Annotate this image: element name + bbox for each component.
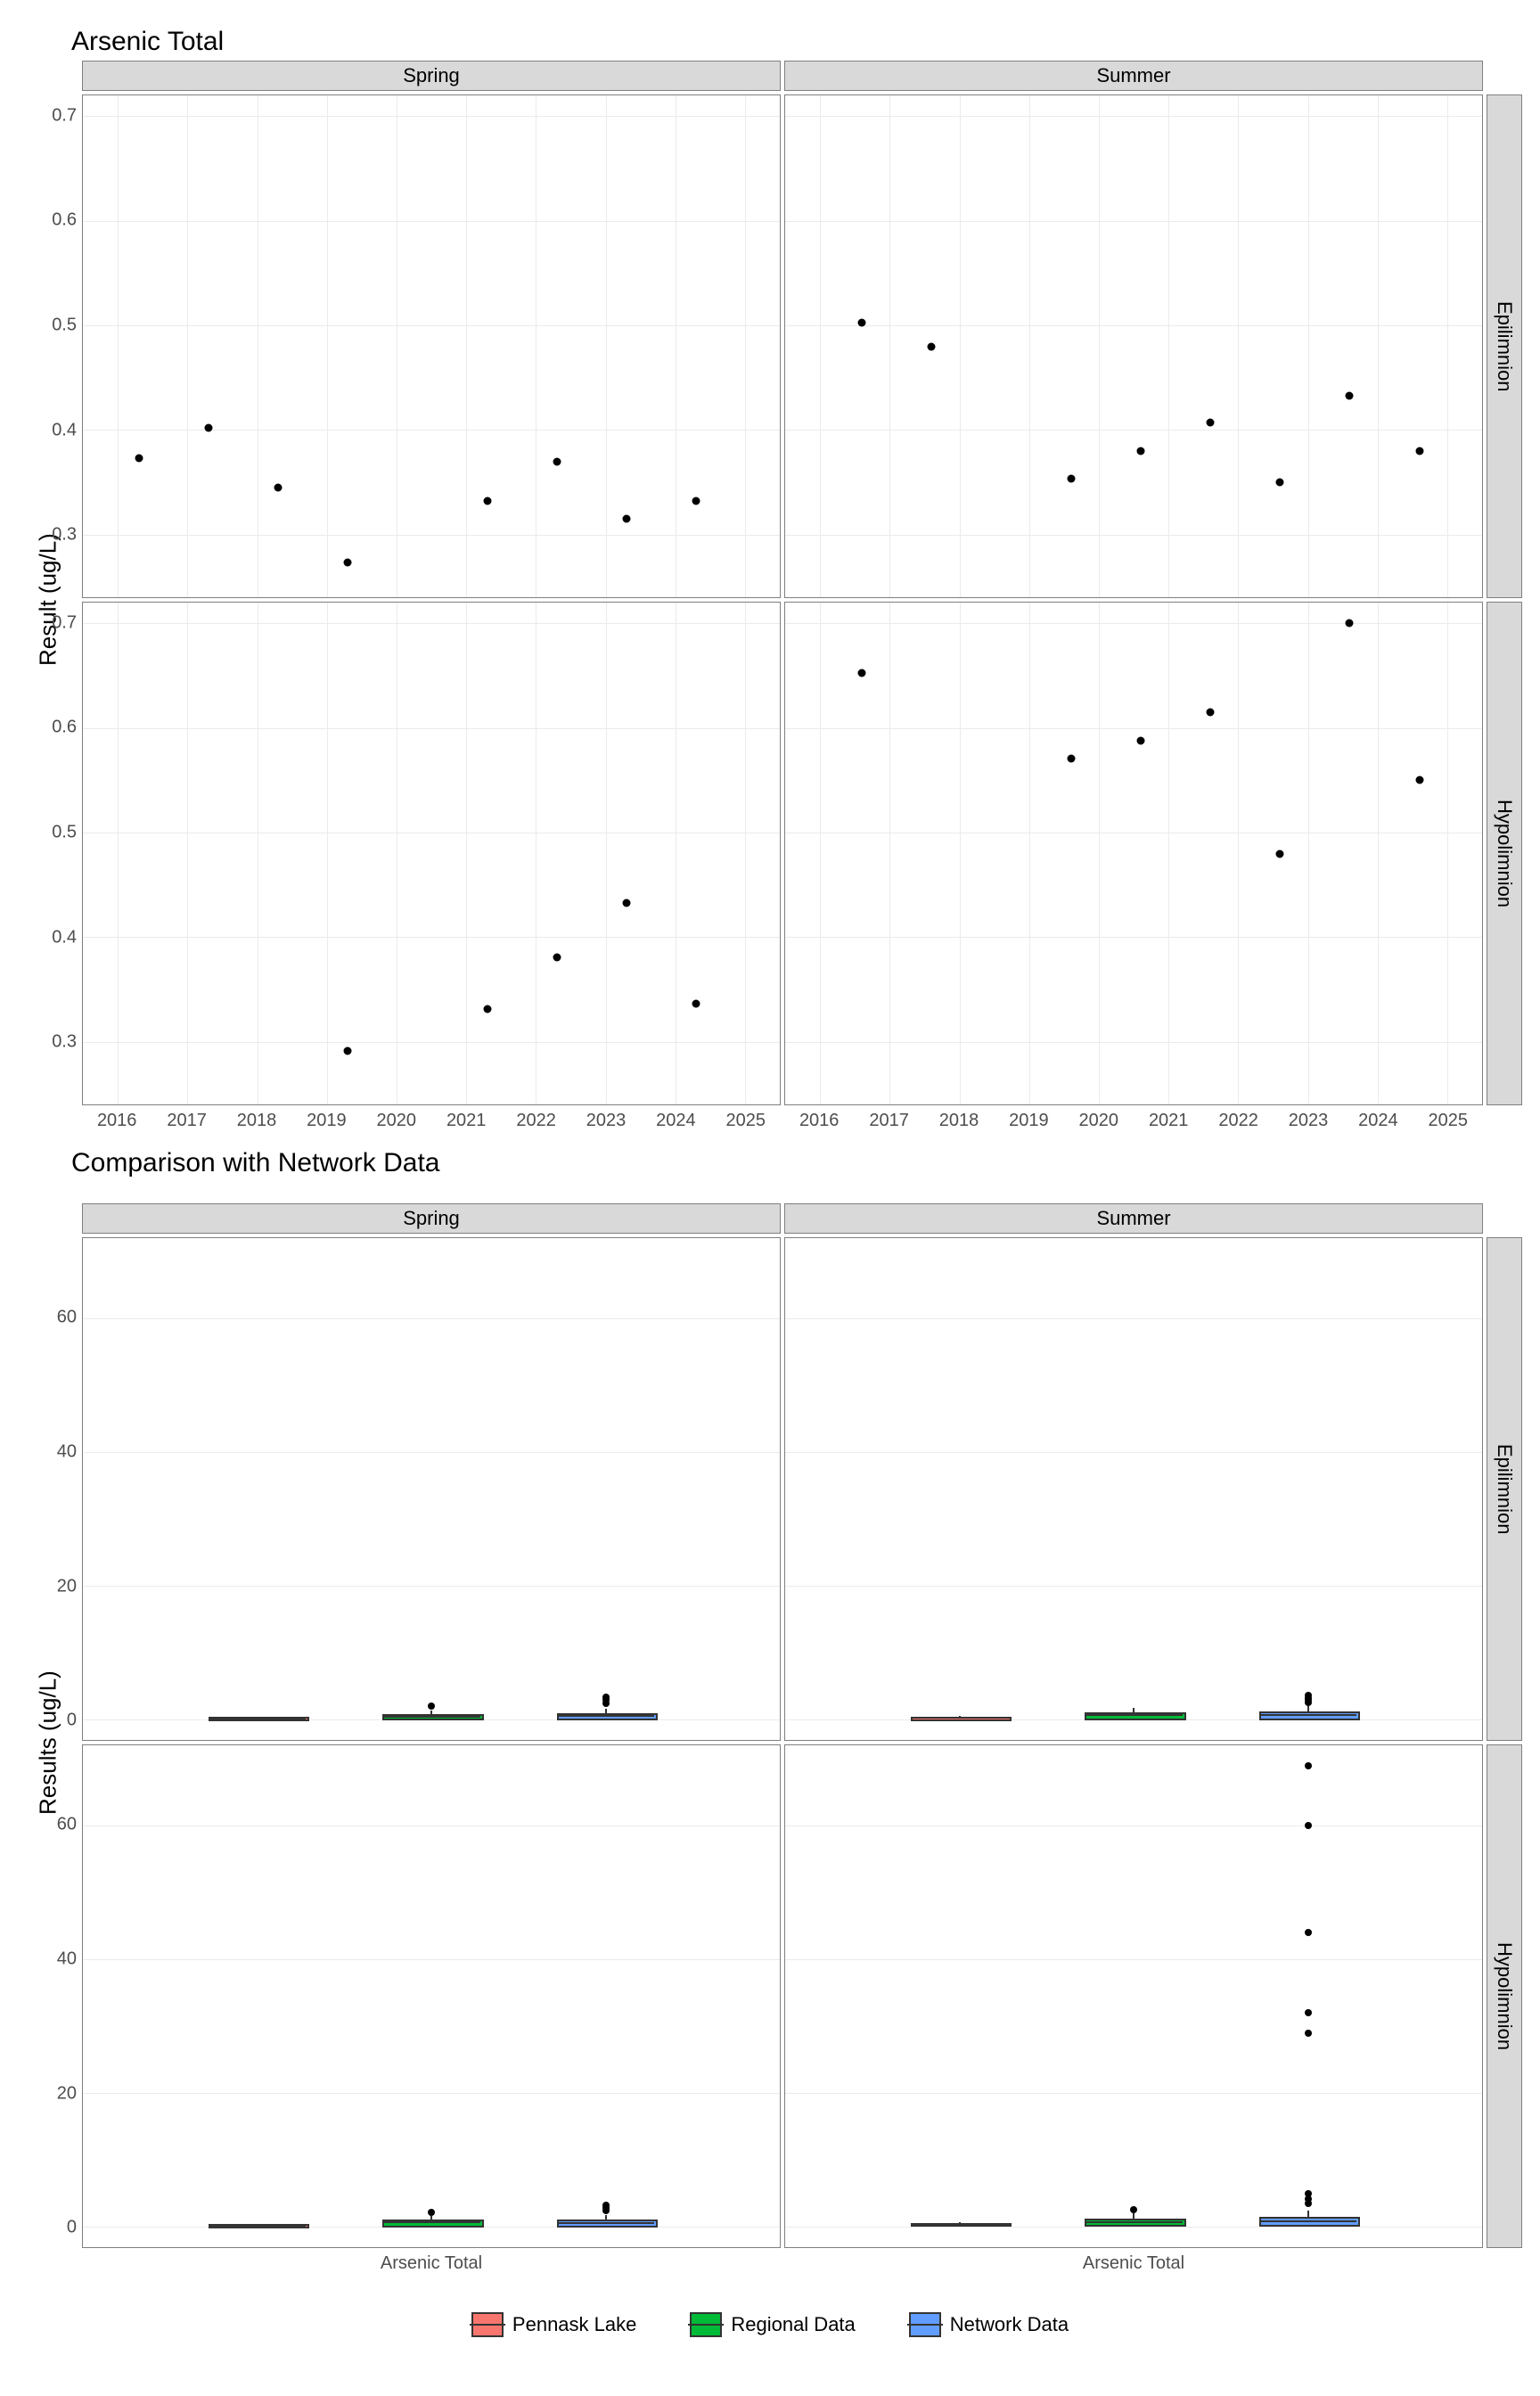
bottom-chart-title: Comparison with Network Data bbox=[71, 1148, 1522, 1178]
outlier-point bbox=[1305, 2190, 1312, 2197]
outlier-point bbox=[1305, 1692, 1312, 1699]
data-point bbox=[135, 455, 143, 463]
legend-item: Pennask Lake bbox=[471, 2312, 636, 2337]
panel-summer-epi bbox=[784, 94, 1483, 598]
data-point bbox=[858, 669, 866, 677]
outlier-point bbox=[1305, 1762, 1312, 1769]
data-point bbox=[1276, 478, 1284, 486]
data-point bbox=[344, 1047, 352, 1055]
outlier-point bbox=[428, 1703, 435, 1710]
data-point bbox=[1346, 391, 1354, 399]
bot-xticks-left: Arsenic Total bbox=[82, 2252, 781, 2278]
outlier-point bbox=[602, 1694, 610, 1701]
legend-label: Pennask Lake bbox=[512, 2313, 636, 2336]
data-point bbox=[1415, 447, 1423, 455]
bpanel-summer-hypo bbox=[784, 1744, 1483, 2248]
data-point bbox=[692, 1000, 700, 1008]
outlier-point bbox=[1305, 1822, 1312, 1829]
legend: Pennask Lake Regional Data Network Data bbox=[18, 2312, 1522, 2337]
brow-header-epi: Epilimnion bbox=[1487, 1237, 1522, 1741]
data-point bbox=[928, 342, 936, 350]
data-point bbox=[622, 898, 630, 907]
legend-item: Network Data bbox=[909, 2312, 1069, 2337]
bpanel-spring-epi bbox=[82, 1237, 781, 1741]
top-chart-title: Arsenic Total bbox=[71, 27, 1522, 57]
bot-xticks-right: Arsenic Total bbox=[784, 2252, 1483, 2278]
legend-label: Network Data bbox=[950, 2313, 1069, 2336]
data-point bbox=[1276, 849, 1284, 857]
data-point bbox=[553, 457, 561, 465]
data-point bbox=[483, 1005, 491, 1013]
bcol-header-summer: Summer bbox=[784, 1203, 1483, 1234]
data-point bbox=[483, 497, 491, 505]
data-point bbox=[553, 953, 561, 961]
outlier-point bbox=[602, 2202, 610, 2209]
panel-spring-epi bbox=[82, 94, 781, 598]
data-point bbox=[858, 318, 866, 326]
row-header-epi: Epilimnion bbox=[1487, 94, 1522, 598]
data-point bbox=[1415, 776, 1423, 784]
panel-summer-hypo bbox=[784, 602, 1483, 1105]
legend-label: Regional Data bbox=[731, 2313, 855, 2336]
data-point bbox=[622, 515, 630, 523]
data-point bbox=[692, 497, 700, 505]
outlier-point bbox=[1130, 2206, 1137, 2213]
brow-header-hypo: Hypolimnion bbox=[1487, 1744, 1522, 2248]
data-point bbox=[1136, 736, 1144, 744]
data-point bbox=[1207, 419, 1215, 427]
bcol-header-spring: Spring bbox=[82, 1203, 781, 1234]
outlier-point bbox=[1305, 2009, 1312, 2016]
legend-item: Regional Data bbox=[690, 2312, 855, 2337]
data-point bbox=[1207, 709, 1215, 717]
data-point bbox=[344, 559, 352, 567]
outlier-point bbox=[1305, 1929, 1312, 1936]
bottom-facet-grid: Spring Summer Results (ug/L) 0204060 Epi… bbox=[18, 1203, 1522, 2282]
data-point bbox=[1136, 447, 1144, 455]
data-point bbox=[1067, 475, 1075, 483]
data-point bbox=[274, 483, 282, 491]
outlier-point bbox=[428, 2209, 435, 2216]
legend-swatch bbox=[909, 2312, 941, 2337]
row-header-hypo: Hypolimnion bbox=[1487, 602, 1522, 1105]
data-point bbox=[1346, 620, 1354, 628]
bpanel-spring-hypo bbox=[82, 1744, 781, 2248]
top-facet-grid: Spring Summer Result (ug/L) 0.30.40.50.6… bbox=[18, 61, 1522, 1139]
col-header-summer: Summer bbox=[784, 61, 1483, 91]
top-xticks-left: 2016201720182019202020212022202320242025 bbox=[82, 1109, 781, 1136]
col-header-spring: Spring bbox=[82, 61, 781, 91]
data-point bbox=[1067, 754, 1075, 762]
outlier-point bbox=[1305, 2030, 1312, 2037]
bpanel-summer-epi bbox=[784, 1237, 1483, 1741]
top-xticks-right: 2016201720182019202020212022202320242025 bbox=[784, 1109, 1483, 1136]
legend-swatch bbox=[471, 2312, 504, 2337]
panel-spring-hypo bbox=[82, 602, 781, 1105]
data-point bbox=[204, 423, 212, 431]
legend-swatch bbox=[690, 2312, 722, 2337]
